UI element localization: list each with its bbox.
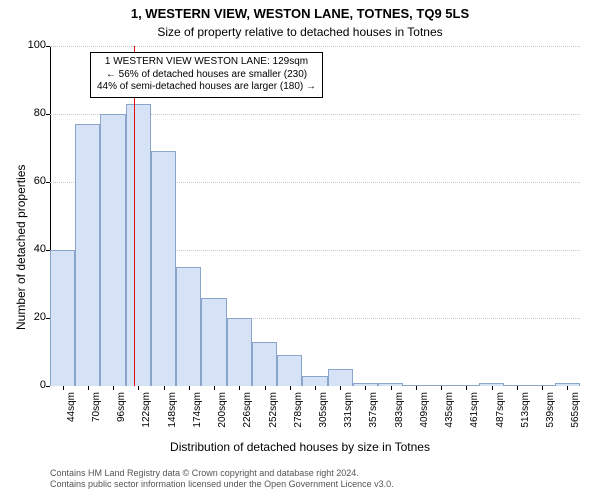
x-tick-mark <box>290 386 291 390</box>
x-tick-label: 278sqm <box>293 392 304 442</box>
histogram-bar <box>100 114 125 386</box>
x-tick-mark <box>391 386 392 390</box>
y-tick-mark <box>46 114 50 115</box>
histogram-bar <box>126 104 151 386</box>
x-tick-label: 96sqm <box>116 392 127 442</box>
histogram-bar <box>176 267 201 386</box>
x-tick-label: 252sqm <box>268 392 279 442</box>
x-tick-label: 357sqm <box>368 392 379 442</box>
x-tick-mark <box>214 386 215 390</box>
histogram-bar <box>277 355 302 386</box>
x-tick-label: 200sqm <box>217 392 228 442</box>
x-axis-label: Distribution of detached houses by size … <box>0 440 600 454</box>
x-tick-mark <box>164 386 165 390</box>
x-tick-mark <box>239 386 240 390</box>
annotation-line: 1 WESTERN VIEW WESTON LANE: 129sqm <box>97 56 316 69</box>
x-tick-mark <box>189 386 190 390</box>
x-tick-label: 461sqm <box>469 392 480 442</box>
x-tick-mark <box>365 386 366 390</box>
histogram-bar <box>151 151 176 386</box>
histogram-bar <box>227 318 252 386</box>
x-tick-mark <box>542 386 543 390</box>
x-tick-mark <box>517 386 518 390</box>
x-tick-mark <box>315 386 316 390</box>
y-tick-label: 20 <box>22 311 46 323</box>
annotation-box: 1 WESTERN VIEW WESTON LANE: 129sqm← 56% … <box>90 52 323 98</box>
histogram-bar <box>302 376 327 386</box>
histogram-bar <box>201 298 226 386</box>
x-tick-label: 435sqm <box>444 392 455 442</box>
x-tick-label: 409sqm <box>419 392 430 442</box>
x-tick-mark <box>113 386 114 390</box>
chart-title-line2: Size of property relative to detached ho… <box>0 25 600 39</box>
x-tick-mark <box>88 386 89 390</box>
x-tick-label: 44sqm <box>66 392 77 442</box>
x-tick-label: 331sqm <box>343 392 354 442</box>
x-tick-label: 383sqm <box>394 392 405 442</box>
x-tick-mark <box>340 386 341 390</box>
x-tick-label: 305sqm <box>318 392 329 442</box>
footer-text: Contains HM Land Registry data © Crown c… <box>50 468 394 490</box>
x-tick-label: 122sqm <box>141 392 152 442</box>
x-tick-label: 487sqm <box>495 392 506 442</box>
x-tick-mark <box>416 386 417 390</box>
x-tick-mark <box>466 386 467 390</box>
x-tick-label: 226sqm <box>242 392 253 442</box>
x-tick-label: 513sqm <box>520 392 531 442</box>
y-tick-mark <box>46 46 50 47</box>
x-tick-mark <box>265 386 266 390</box>
footer-line1: Contains HM Land Registry data © Crown c… <box>50 468 394 479</box>
y-tick-mark <box>46 386 50 387</box>
x-tick-mark <box>441 386 442 390</box>
x-tick-label: 539sqm <box>545 392 556 442</box>
annotation-line: 44% of semi-detached houses are larger (… <box>97 81 316 94</box>
y-tick-label: 100 <box>22 39 46 51</box>
grid-line <box>50 46 580 47</box>
y-tick-label: 60 <box>22 175 46 187</box>
x-tick-mark <box>63 386 64 390</box>
chart-title-line1: 1, WESTERN VIEW, WESTON LANE, TOTNES, TQ… <box>0 6 600 21</box>
annotation-line: ← 56% of detached houses are smaller (23… <box>97 69 316 82</box>
y-tick-mark <box>46 182 50 183</box>
x-tick-label: 174sqm <box>192 392 203 442</box>
plot-area: 02040608010044sqm70sqm96sqm122sqm148sqm1… <box>50 46 580 386</box>
x-tick-label: 70sqm <box>91 392 102 442</box>
footer-line2: Contains public sector information licen… <box>50 479 394 490</box>
x-tick-mark <box>567 386 568 390</box>
x-tick-mark <box>138 386 139 390</box>
x-tick-mark <box>492 386 493 390</box>
x-tick-label: 565sqm <box>570 392 581 442</box>
x-tick-label: 148sqm <box>167 392 178 442</box>
y-tick-label: 40 <box>22 243 46 255</box>
histogram-bar <box>75 124 100 386</box>
y-tick-label: 0 <box>22 379 46 391</box>
chart-container: 1, WESTERN VIEW, WESTON LANE, TOTNES, TQ… <box>0 0 600 500</box>
histogram-bar <box>252 342 277 386</box>
histogram-bar <box>50 250 75 386</box>
histogram-bar <box>328 369 353 386</box>
y-tick-label: 80 <box>22 107 46 119</box>
